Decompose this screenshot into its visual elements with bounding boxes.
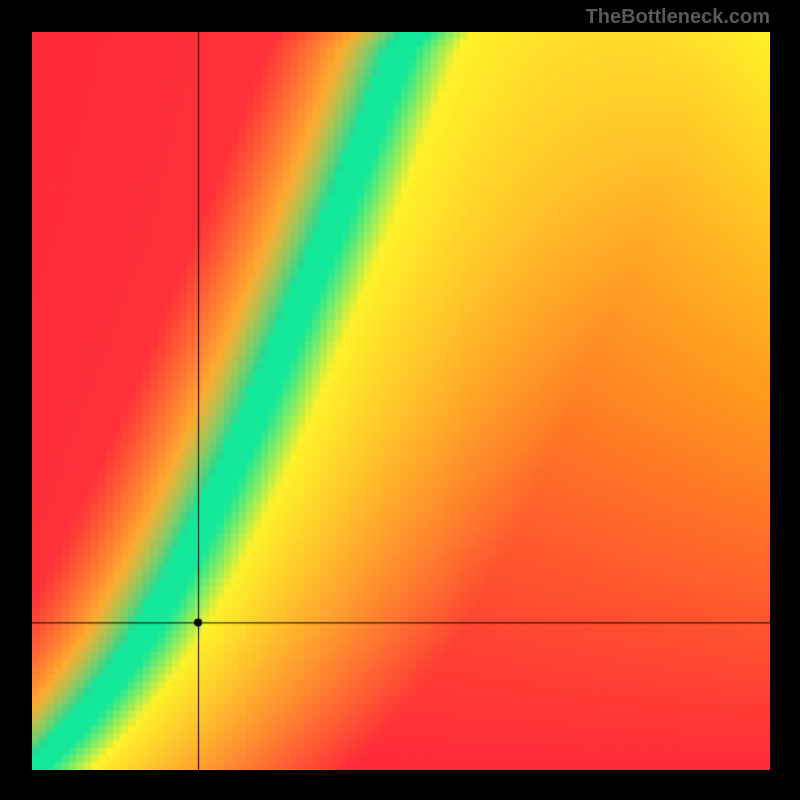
attribution-text: TheBottleneck.com bbox=[586, 6, 770, 29]
chart-container: TheBottleneck.com bbox=[0, 0, 800, 800]
plot-area bbox=[32, 32, 770, 770]
heatmap-canvas bbox=[32, 32, 770, 770]
